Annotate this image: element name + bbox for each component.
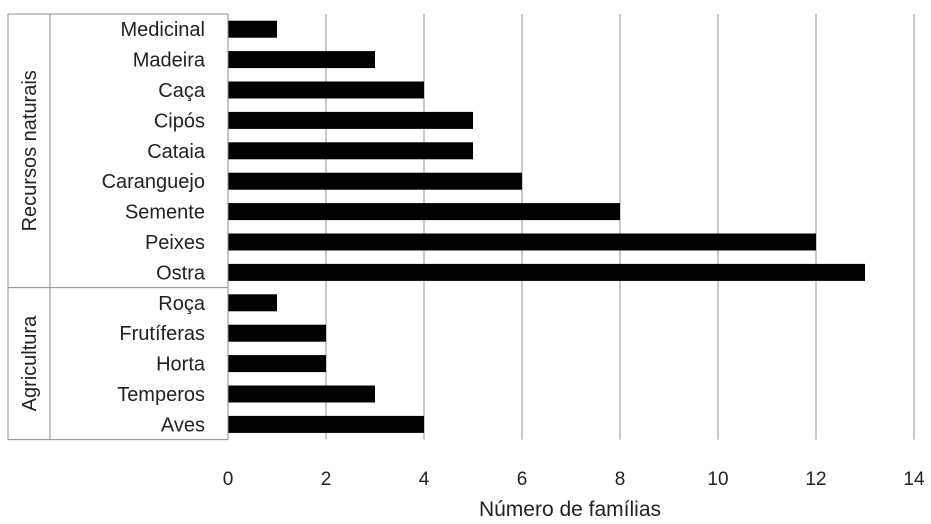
x-tick-label: 2 [321, 469, 332, 490]
x-tick-label: 4 [419, 469, 430, 490]
category-label: Caça [158, 80, 206, 102]
category-label: Madeira [133, 50, 206, 72]
x-tick-label: 0 [223, 469, 234, 490]
x-tick-label: 6 [517, 469, 528, 490]
bar [228, 81, 424, 99]
x-tick-label: 10 [707, 469, 728, 490]
category-label: Roça [158, 293, 206, 315]
category-label: Frutíferas [119, 323, 205, 345]
category-label: Ostra [156, 262, 206, 284]
x-tick-label: 8 [615, 469, 626, 490]
category-label: Horta [156, 354, 206, 376]
bar [228, 355, 326, 373]
bar [228, 203, 620, 221]
category-label: Aves [161, 414, 205, 436]
bar [228, 385, 375, 403]
category-label: Peixes [145, 232, 205, 254]
bar [228, 20, 277, 38]
gridlines [325, 14, 915, 440]
group-label: Agricultura [19, 315, 41, 411]
bar [228, 415, 424, 433]
bars [228, 20, 865, 433]
category-label: Cipós [154, 110, 205, 132]
group-label: Recursos naturais [19, 70, 41, 231]
category-labels: Medicinal Madeira Caça Cipós Cataia Caranguej… [19, 19, 206, 436]
category-label: Temperos [117, 384, 205, 406]
bar [228, 324, 326, 342]
category-label: Cataia [147, 141, 206, 163]
bar [228, 294, 277, 312]
bar [228, 111, 473, 129]
bar [228, 233, 816, 251]
bar [228, 51, 375, 69]
bar [228, 172, 522, 190]
category-frame [7, 13, 229, 441]
x-tick-label: 12 [805, 469, 826, 490]
category-label: Semente [125, 202, 205, 224]
category-label: Caranguejo [102, 171, 205, 193]
x-tick-labels: 0 2 4 6 8 10 12 14 [223, 469, 925, 490]
bar [228, 263, 865, 281]
bar [228, 142, 473, 160]
x-axis-title: Número de famílias [479, 498, 661, 521]
x-tick-label: 14 [903, 469, 925, 490]
category-label: Medicinal [121, 19, 205, 41]
